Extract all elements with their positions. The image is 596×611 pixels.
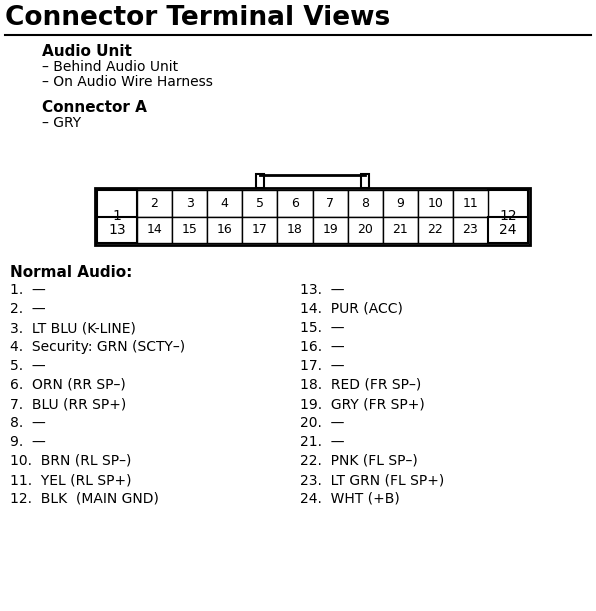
Text: 24.  WHT (+B): 24. WHT (+B) [300, 492, 400, 506]
Text: 9: 9 [396, 197, 404, 210]
Bar [256, 174, 264, 188]
Bar [243, 190, 277, 216]
Bar [418, 190, 453, 216]
Text: 9.  —: 9. — [10, 435, 46, 449]
Bar [418, 216, 453, 243]
Text: 5: 5 [256, 197, 264, 210]
Text: 23.  LT GRN (FL SP+): 23. LT GRN (FL SP+) [300, 473, 444, 487]
Text: 1: 1 [113, 210, 122, 224]
Text: 13.  —: 13. — [300, 283, 344, 297]
Text: 21: 21 [392, 223, 408, 236]
Bar [277, 216, 312, 243]
Text: 6.  ORN (RR SP–): 6. ORN (RR SP–) [10, 378, 126, 392]
Text: 8: 8 [361, 197, 369, 210]
Text: Audio Unit: Audio Unit [42, 44, 132, 59]
Text: Connector Terminal Views: Connector Terminal Views [5, 5, 390, 31]
Text: 15: 15 [182, 223, 198, 236]
Text: 12: 12 [499, 210, 517, 224]
Text: 3.  LT BLU (K-LINE): 3. LT BLU (K-LINE) [10, 321, 136, 335]
Text: 5.  —: 5. — [10, 359, 46, 373]
Bar [488, 190, 528, 243]
Bar [383, 216, 418, 243]
Text: 22: 22 [427, 223, 443, 236]
Text: 14: 14 [147, 223, 163, 236]
Text: 23: 23 [462, 223, 479, 236]
Bar [361, 174, 369, 188]
Bar [347, 216, 383, 243]
Text: 7.  BLU (RR SP+): 7. BLU (RR SP+) [10, 397, 126, 411]
Bar [243, 216, 277, 243]
Bar [453, 190, 488, 216]
Text: – GRY: – GRY [42, 116, 81, 130]
Text: 20: 20 [357, 223, 373, 236]
Text: 11: 11 [462, 197, 479, 210]
Bar [172, 190, 207, 216]
Text: Normal Audio:: Normal Audio: [10, 265, 132, 280]
Text: 14.  PUR (ACC): 14. PUR (ACC) [300, 302, 403, 316]
Text: 16.  —: 16. — [300, 340, 344, 354]
Text: 15.  —: 15. — [300, 321, 344, 335]
Text: 16: 16 [217, 223, 232, 236]
Bar [312, 216, 347, 243]
Text: 4.  Security: GRN (SCTY–): 4. Security: GRN (SCTY–) [10, 340, 185, 354]
Text: 24: 24 [499, 223, 517, 236]
Bar [172, 216, 207, 243]
Text: 13: 13 [108, 223, 126, 236]
Bar [97, 190, 137, 243]
Text: 11.  YEL (RL SP+): 11. YEL (RL SP+) [10, 473, 132, 487]
Text: 7: 7 [326, 197, 334, 210]
Text: 2: 2 [151, 197, 159, 210]
Text: 1.  —: 1. — [10, 283, 46, 297]
Bar [137, 190, 172, 216]
Bar [488, 216, 528, 243]
Bar [383, 190, 418, 216]
Text: 3: 3 [186, 197, 194, 210]
Text: Connector A: Connector A [42, 100, 147, 115]
Bar [95, 188, 530, 245]
Bar [207, 216, 243, 243]
Text: 18: 18 [287, 223, 303, 236]
Bar [207, 190, 243, 216]
Text: 18.  RED (FR SP–): 18. RED (FR SP–) [300, 378, 421, 392]
Bar [97, 216, 137, 243]
Text: 19: 19 [322, 223, 338, 236]
Text: 6: 6 [291, 197, 299, 210]
Text: 21.  —: 21. — [300, 435, 344, 449]
Text: 17.  —: 17. — [300, 359, 344, 373]
Text: 20.  —: 20. — [300, 416, 344, 430]
Bar [453, 216, 488, 243]
Text: 10.  BRN (RL SP–): 10. BRN (RL SP–) [10, 454, 131, 468]
Text: 17: 17 [252, 223, 268, 236]
Text: 10: 10 [427, 197, 443, 210]
Text: 8.  —: 8. — [10, 416, 46, 430]
Text: 19.  GRY (FR SP+): 19. GRY (FR SP+) [300, 397, 425, 411]
Bar [277, 190, 312, 216]
Text: – Behind Audio Unit: – Behind Audio Unit [42, 60, 178, 74]
Text: 12.  BLK  (MAIN GND): 12. BLK (MAIN GND) [10, 492, 159, 506]
Text: 4: 4 [221, 197, 229, 210]
Bar [347, 190, 383, 216]
Text: 22.  PNK (FL SP–): 22. PNK (FL SP–) [300, 454, 418, 468]
Bar [312, 190, 347, 216]
Bar [137, 216, 172, 243]
Text: – On Audio Wire Harness: – On Audio Wire Harness [42, 75, 213, 89]
Text: 2.  —: 2. — [10, 302, 46, 316]
